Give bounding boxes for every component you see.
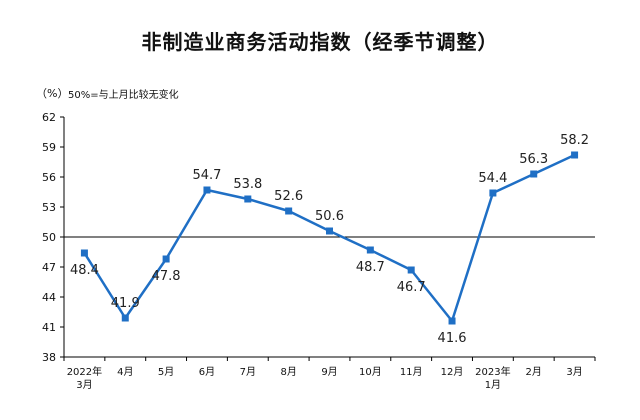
x-tick-label: 4月: [117, 366, 133, 378]
x-tick-label: 6月: [199, 366, 215, 378]
x-tick-label-line: 7月: [240, 366, 256, 378]
data-point-marker: [448, 317, 456, 325]
x-tick-label: 12月: [441, 366, 464, 378]
data-label: 50.6: [315, 209, 344, 224]
data-label: 54.7: [192, 168, 221, 183]
data-label: 48.4: [70, 263, 99, 278]
data-label: 48.7: [356, 260, 385, 275]
data-point-marker: [530, 170, 538, 178]
x-tick-label: 2023年 1月: [475, 365, 510, 391]
x-tick-label-line: 5月: [158, 366, 174, 378]
y-ticks: 38 41 44 47 50 53 56 59 62: [42, 111, 64, 364]
data-point-marker: [244, 195, 252, 203]
data-labels: 48.4 41.9 47.8 54.7 53.8 52.6 50.6 48.7 46.7 41.6…: [70, 133, 589, 346]
data-label: 41.6: [438, 331, 467, 346]
y-tick-label: 38: [42, 351, 56, 364]
data-label: 53.8: [233, 177, 262, 192]
data-point-marker: [407, 266, 415, 274]
x-tick-label-line: 10月: [359, 366, 382, 378]
y-tick-label: 53: [42, 201, 56, 214]
axes: [63, 117, 595, 358]
data-point-marker: [162, 255, 170, 263]
x-tick-label: 5月: [158, 366, 174, 378]
data-label: 46.7: [397, 280, 426, 295]
x-tick-label: 7月: [240, 366, 256, 378]
x-tick-label: 2022年 3月: [67, 365, 102, 391]
y-axis-unit: （%）: [36, 87, 69, 100]
x-tick-label-line: 8月: [280, 366, 296, 378]
x-tick-label: 9月: [321, 366, 337, 378]
y-tick-label: 44: [42, 291, 56, 304]
data-point-marker: [489, 189, 497, 197]
x-tick-label-line: 1月: [485, 379, 501, 391]
x-tick-label-line: 4月: [117, 366, 133, 378]
data-label: 52.6: [274, 189, 303, 204]
x-tick-label-line: 12月: [441, 366, 464, 378]
y-tick-label: 47: [42, 261, 56, 274]
data-point-marker: [80, 249, 88, 257]
x-tick-label: 2月: [526, 366, 542, 378]
x-tick-label-line: 2月: [526, 366, 542, 378]
x-tick-label-line: 6月: [199, 366, 215, 378]
x-tick-label: 10月: [359, 366, 382, 378]
x-tick-label: 8月: [280, 366, 296, 378]
data-label: 41.9: [111, 296, 140, 311]
x-tick-label-line: 2022年: [67, 365, 102, 378]
data-point-marker: [203, 186, 211, 194]
data-label: 58.2: [560, 133, 589, 148]
y-tick-label: 50: [42, 231, 56, 244]
data-point-marker: [366, 246, 374, 254]
x-tick-label-line: 3月: [76, 379, 92, 391]
x-tick-label-line: 9月: [321, 366, 337, 378]
x-tick-label-line: 2023年: [475, 365, 510, 378]
chart-note: 50%=与上月比较无变化: [68, 90, 179, 101]
y-tick-label: 41: [42, 321, 56, 334]
data-point-marker: [326, 227, 333, 235]
data-point-marker: [121, 314, 129, 322]
x-tick-label-line: 11月: [400, 366, 423, 378]
data-label: 56.3: [519, 152, 548, 167]
data-label: 47.8: [152, 269, 181, 284]
data-label: 54.4: [478, 171, 507, 186]
y-tick-label: 56: [42, 171, 56, 184]
x-tick-label-line: 3月: [566, 366, 582, 378]
y-tick-label: 62: [42, 111, 56, 124]
series: [80, 151, 579, 325]
data-point-marker: [571, 151, 579, 159]
x-tick-label: 11月: [400, 366, 423, 378]
chart-title: 非制造业商务活动指数（经季节调整）: [141, 30, 499, 54]
y-tick-label: 59: [42, 141, 56, 154]
data-point-marker: [285, 207, 293, 215]
x-tick-label: 3月: [566, 366, 582, 378]
